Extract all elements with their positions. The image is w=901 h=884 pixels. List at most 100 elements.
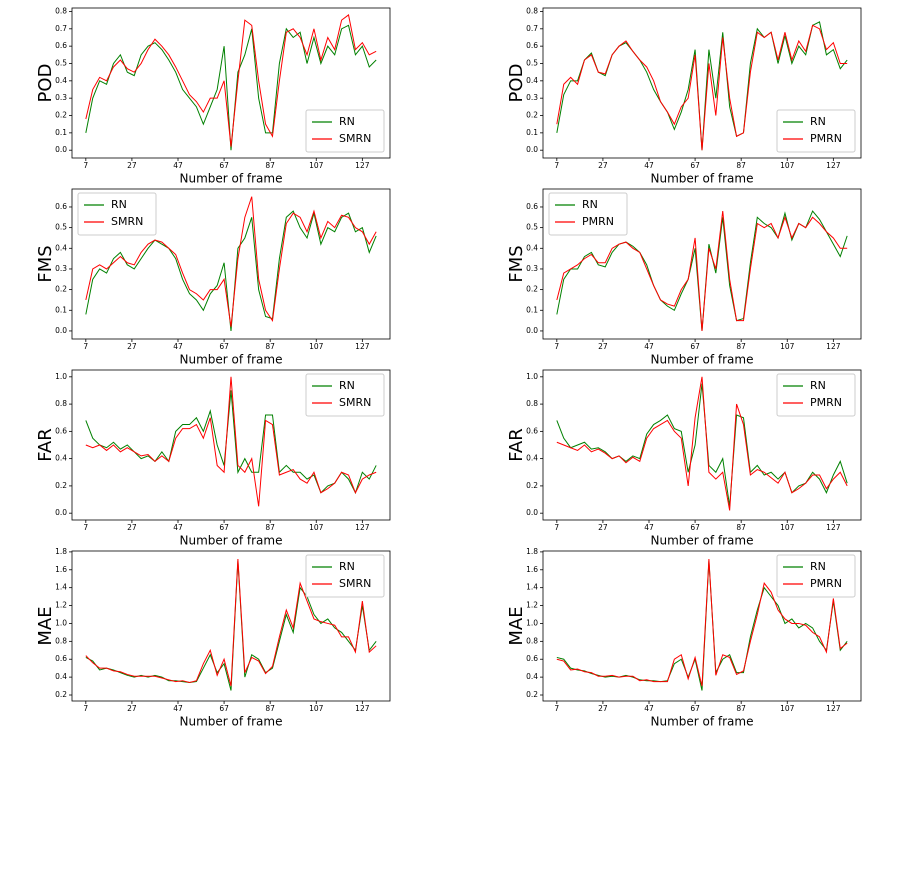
y-tick-label: 0.4 [526, 243, 538, 252]
legend-label: RN [111, 198, 127, 211]
y-tick-label: 0.2 [526, 690, 538, 699]
y-tick-label: 0.0 [526, 145, 538, 154]
x-axis-label: Number of frame [651, 353, 754, 367]
y-tick-label: 1.0 [55, 618, 67, 627]
y-tick-label: 0.1 [526, 128, 538, 137]
series-line [85, 196, 377, 327]
x-tick-label: 67 [219, 523, 229, 532]
panel: 7 27 47 67 87 107 127 0.0 0.1 0.2 0.3 0.4 0.5 0.6 Numb… [35, 188, 391, 367]
series-line [85, 559, 377, 687]
x-tick-label: 27 [598, 342, 608, 351]
legend-label: RN [339, 560, 355, 573]
x-tick-label: 47 [644, 523, 654, 532]
y-tick-label: 0.4 [526, 454, 538, 463]
y-tick-label: 1.0 [55, 372, 67, 381]
x-tick-label: 127 [355, 523, 370, 532]
x-tick-label: 87 [265, 704, 275, 713]
x-tick-label: 87 [265, 342, 275, 351]
y-tick-label: 0.2 [55, 481, 67, 490]
y-tick-label: 0.5 [526, 58, 538, 67]
plot-frame [542, 188, 862, 340]
legend-box [77, 192, 157, 236]
panel: 7 27 47 67 87 107 127 0.2 0.4 0.6 0.8 1.0 1.2 1.4 1.6 1… [506, 547, 862, 729]
series-line [556, 24, 848, 151]
y-tick-label: 0.3 [526, 93, 538, 102]
y-tick-label: 0.5 [55, 58, 67, 67]
y-axis-label: MAE [506, 606, 527, 645]
x-axis-label: Number of frame [651, 534, 754, 548]
y-tick-label: 0.4 [526, 76, 538, 85]
x-tick-label: 7 [554, 523, 559, 532]
x-tick-label: 127 [355, 704, 370, 713]
y-tick-label: 0.6 [55, 654, 67, 663]
series-line [556, 559, 848, 687]
y-axis-label: FMS [35, 245, 56, 282]
plot-frame [71, 7, 391, 159]
y-tick-label: 0.1 [55, 305, 67, 314]
series-line [85, 210, 377, 331]
y-tick-label: 0.2 [526, 481, 538, 490]
y-tick-label: 1.2 [55, 601, 67, 610]
x-tick-label: 47 [644, 342, 654, 351]
y-tick-label: 1.4 [526, 583, 538, 592]
x-tick-label: 67 [219, 704, 229, 713]
x-axis-label: Number of frame [651, 715, 754, 729]
y-tick-label: 1.8 [55, 547, 67, 556]
x-tick-label: 87 [736, 161, 746, 170]
x-axis-label: Number of frame [180, 715, 283, 729]
x-tick-label: 27 [127, 161, 137, 170]
x-tick-label: 7 [554, 342, 559, 351]
x-axis-label: Number of frame [180, 172, 283, 186]
x-tick-label: 27 [127, 704, 137, 713]
series-line [85, 560, 377, 691]
x-tick-label: 127 [826, 523, 841, 532]
x-tick-label: 27 [598, 523, 608, 532]
plot-frame [542, 7, 862, 159]
y-tick-label: 0.7 [55, 24, 67, 33]
y-tick-label: 0.5 [526, 223, 538, 232]
x-tick-label: 47 [173, 704, 183, 713]
x-tick-label: 7 [554, 704, 559, 713]
x-tick-label: 47 [644, 704, 654, 713]
y-tick-label: 0.3 [55, 93, 67, 102]
x-axis-label: Number of frame [651, 172, 754, 186]
y-tick-label: 1.4 [55, 583, 67, 592]
y-tick-label: 0.1 [55, 128, 67, 137]
x-tick-label: 67 [690, 523, 700, 532]
y-tick-label: 0.3 [55, 264, 67, 273]
legend-label: SMRN [339, 396, 371, 409]
y-tick-label: 0.4 [55, 454, 67, 463]
y-axis-label: POD [506, 64, 527, 103]
legend-label: RN [582, 198, 598, 211]
x-tick-label: 127 [826, 704, 841, 713]
legend-label: PMRN [810, 396, 842, 409]
legend-label: SMRN [339, 132, 371, 145]
x-tick-label: 107 [780, 523, 795, 532]
x-tick-label: 27 [598, 161, 608, 170]
x-tick-label: 127 [826, 161, 841, 170]
y-tick-label: 0.4 [55, 672, 67, 681]
x-tick-label: 107 [309, 523, 324, 532]
x-tick-label: 7 [554, 161, 559, 170]
legend-label: RN [810, 560, 826, 573]
y-tick-label: 0.0 [526, 326, 538, 335]
legend-box [776, 373, 856, 417]
x-tick-label: 107 [780, 161, 795, 170]
y-axis-label: FMS [506, 245, 527, 282]
legend-label: SMRN [339, 577, 371, 590]
y-tick-label: 0.2 [55, 111, 67, 120]
plot-frame [542, 550, 862, 702]
panel: 7 27 47 67 87 107 127 0.0 0.1 0.2 0.3 0.4 0.5 0.6 Numb… [506, 188, 862, 367]
x-tick-label: 107 [780, 342, 795, 351]
y-tick-label: 0.8 [526, 636, 538, 645]
x-tick-label: 87 [265, 161, 275, 170]
y-tick-label: 0.3 [526, 264, 538, 273]
legend-label: PMRN [582, 215, 614, 228]
y-tick-label: 0.8 [55, 636, 67, 645]
plot-frame [71, 188, 391, 340]
y-tick-label: 0.0 [55, 508, 67, 517]
x-tick-label: 87 [736, 523, 746, 532]
series-line [85, 376, 377, 507]
x-tick-label: 67 [219, 342, 229, 351]
x-axis-label: Number of frame [180, 534, 283, 548]
